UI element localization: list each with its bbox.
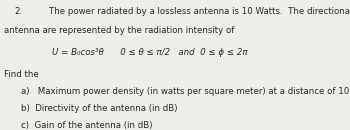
Text: antenna are represented by the radiation intensity of: antenna are represented by the radiation… xyxy=(4,26,234,35)
Text: 2.: 2. xyxy=(14,6,22,15)
Text: U = B₀cos³θ      0 ≤ θ ≤ π/2   and  0 ≤ ϕ ≤ 2π: U = B₀cos³θ 0 ≤ θ ≤ π/2 and 0 ≤ ϕ ≤ 2π xyxy=(52,48,248,57)
Text: Find the: Find the xyxy=(4,70,38,79)
Text: a)   Maximum power density (in watts per square meter) at a distance of 1000 m.: a) Maximum power density (in watts per s… xyxy=(21,87,350,96)
Text: c)  Gain of the antenna (in dB): c) Gain of the antenna (in dB) xyxy=(21,121,153,130)
Text: b)  Directivity of the antenna (in dB): b) Directivity of the antenna (in dB) xyxy=(21,104,177,113)
Text: The power radiated by a lossless antenna is 10 Watts.  The directional character: The power radiated by a lossless antenna… xyxy=(49,6,350,15)
